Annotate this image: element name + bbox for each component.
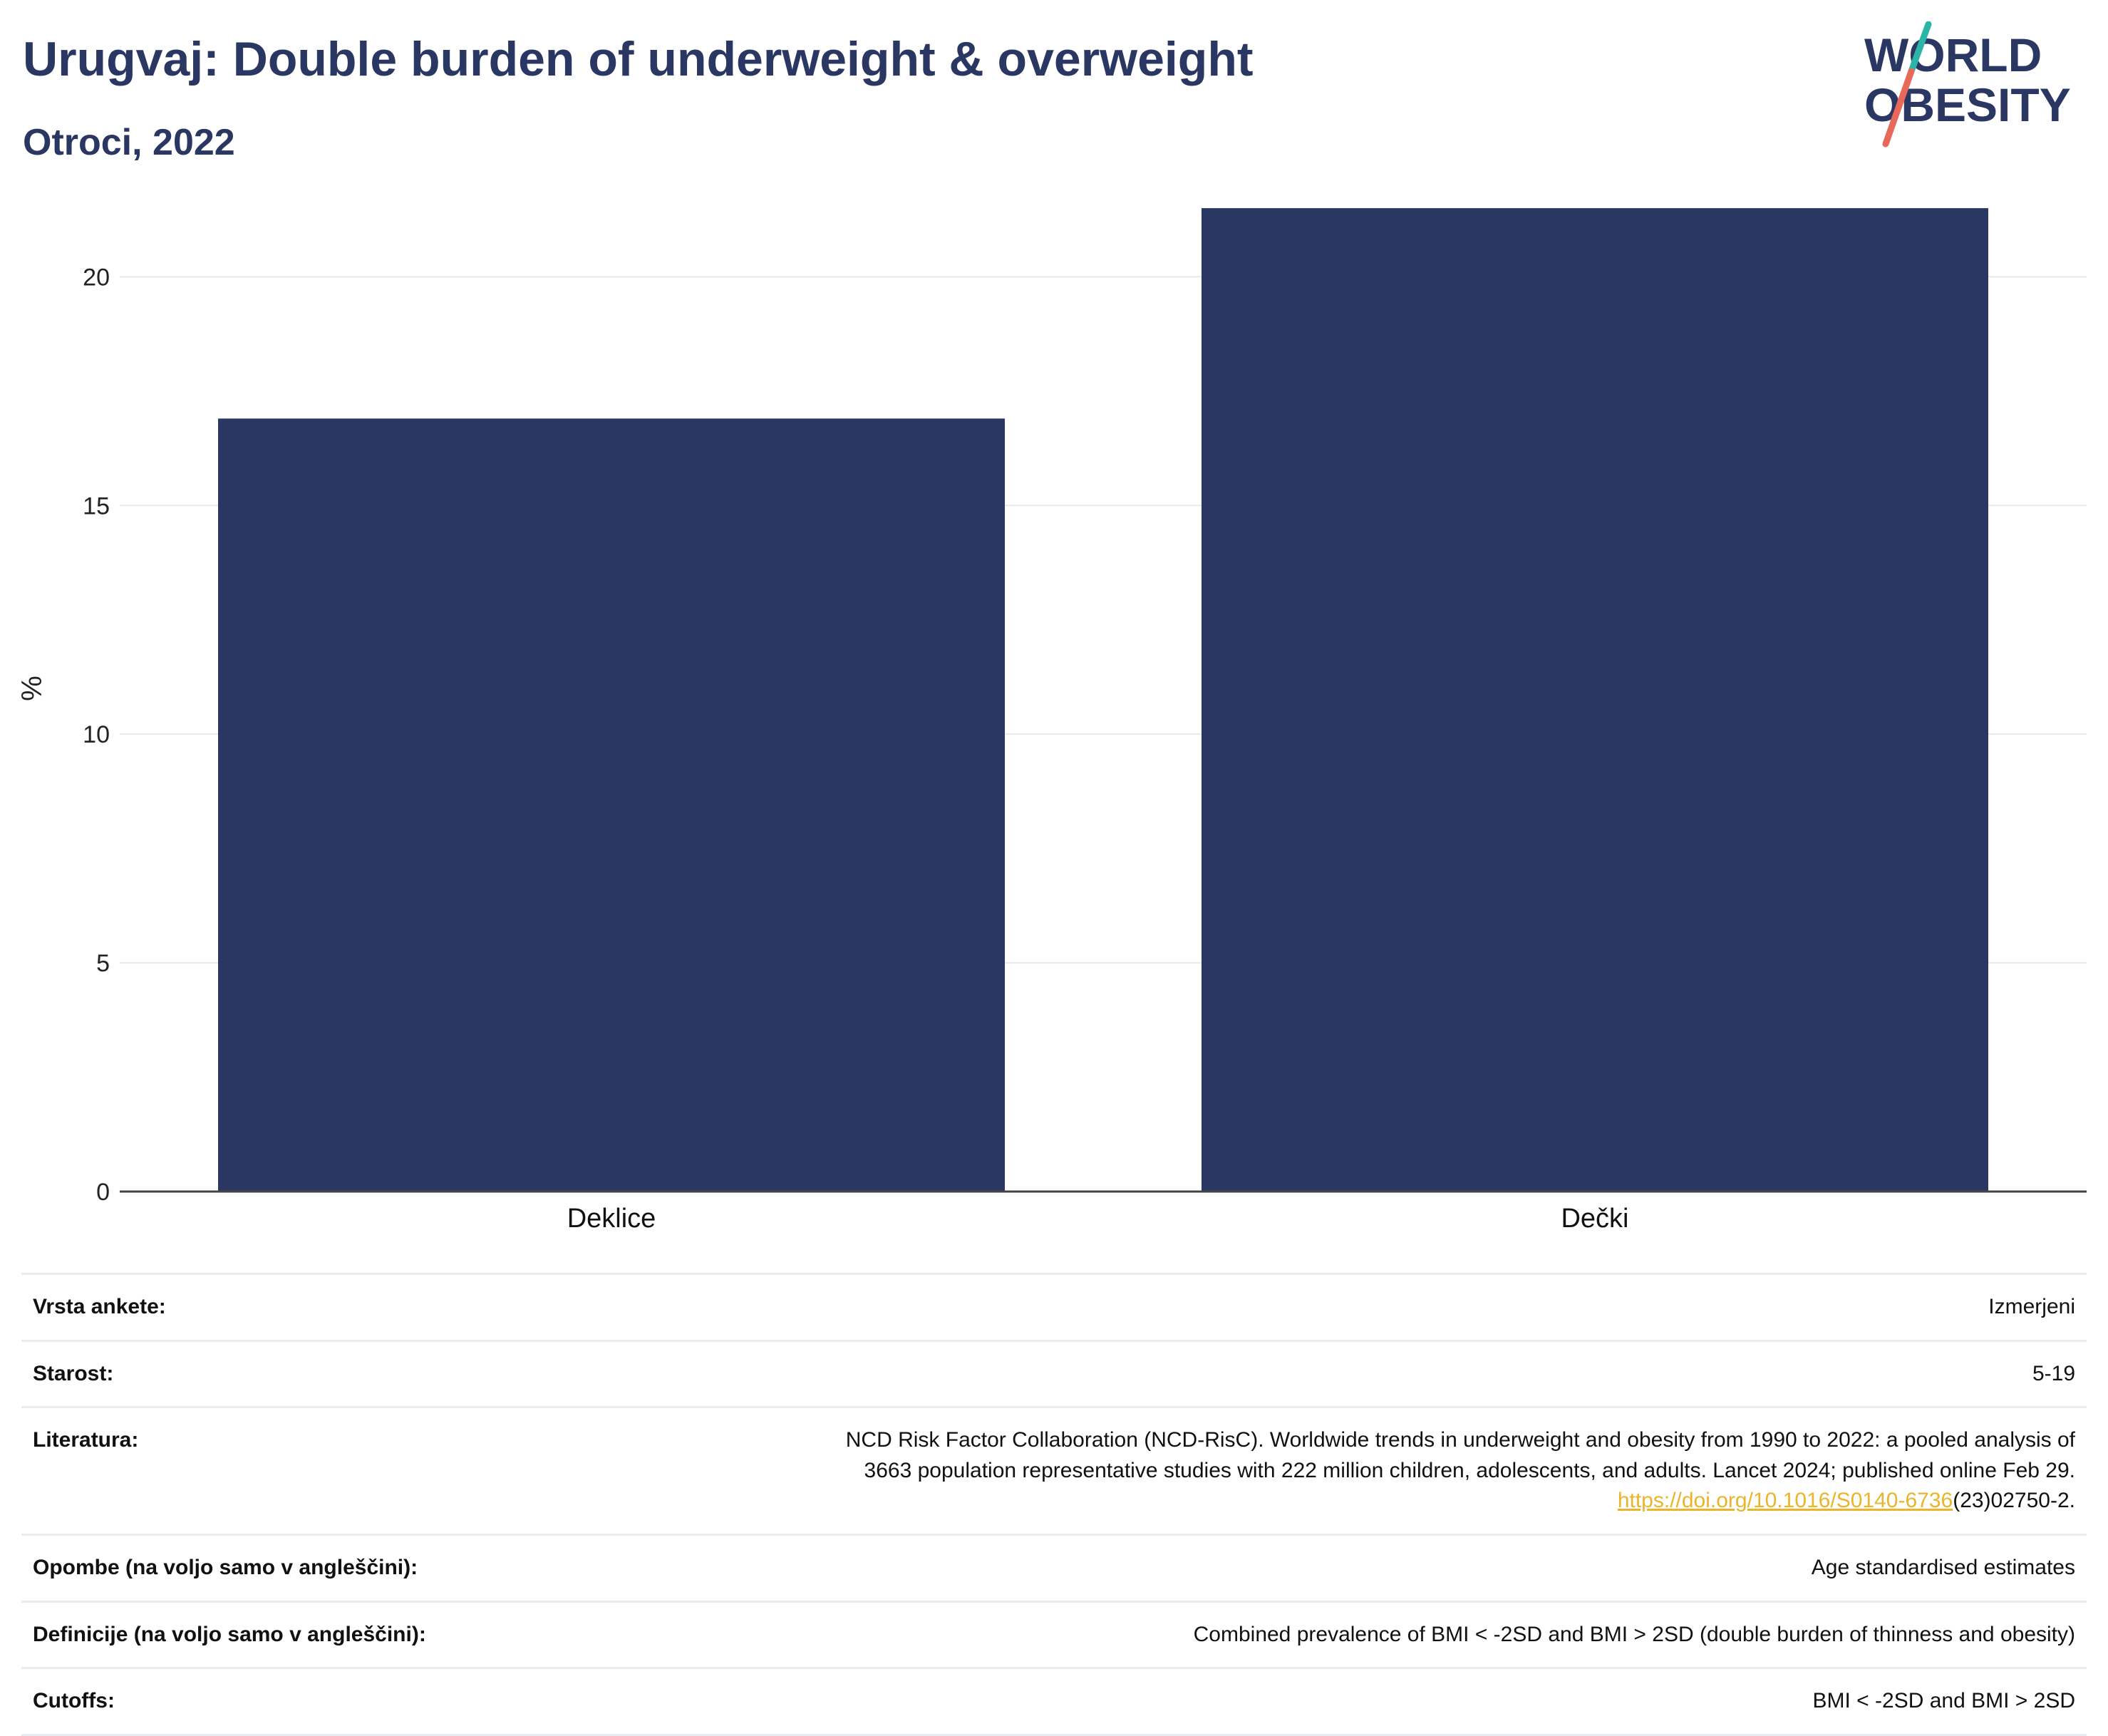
- logo-slash-bottom: [1882, 68, 1915, 148]
- info-value: 5-19: [2032, 1361, 2075, 1385]
- y-tick-label: 10: [83, 721, 110, 748]
- x-tick-label: Deklice: [567, 1204, 656, 1234]
- y-axis-label: %: [16, 676, 48, 701]
- info-value: Age standardised estimates: [1811, 1555, 2075, 1579]
- info-row-definitions: Definicije (na voljo samo v angleščini):…: [21, 1601, 2087, 1668]
- literature-line-3: https://doi.org/10.1016/S0140-6736(23)02…: [548, 1486, 2075, 1517]
- info-row-notes: Opombe (na voljo samo v angleščini): Age…: [21, 1534, 2087, 1601]
- literature-line-1: NCD Risk Factor Collaboration (NCD-RisC)…: [845, 1428, 2075, 1452]
- y-tick-label: 5: [96, 950, 110, 977]
- world-obesity-logo: WORLD OBESITY: [1864, 21, 2071, 148]
- info-table: Vrsta ankete: Izmerjeni Starost: 5-19 Li…: [21, 1273, 2087, 1736]
- doi-suffix: (23)02750-2.: [1953, 1489, 2075, 1513]
- bar-chart: 0 5 10 15 20 Deklice Dečki %: [16, 208, 2087, 1234]
- info-row-age: Starost: 5-19: [21, 1340, 2087, 1407]
- info-value: Combined prevalence of BMI < -2SD and BM…: [1193, 1622, 2075, 1646]
- logo-line1: WORLD: [1864, 29, 2042, 81]
- chart-title: Urugvaj: Double burden of underweight & …: [23, 32, 1254, 86]
- bar[interactable]: [218, 418, 1005, 1192]
- bar[interactable]: [1202, 208, 1988, 1192]
- logo-slash-top: [1908, 21, 1932, 75]
- info-key: Starost:: [33, 1361, 114, 1385]
- info-key: Literatura:: [33, 1428, 139, 1452]
- y-tick-label: 0: [96, 1179, 110, 1206]
- info-row-cutoffs: Cutoffs: BMI < -2SD and BMI > 2SD: [21, 1668, 2087, 1735]
- y-tick-label: 20: [83, 264, 110, 291]
- info-row-survey-type: Vrsta ankete: Izmerjeni: [21, 1273, 2087, 1341]
- y-tick-label: 15: [83, 492, 110, 520]
- axes: 0 5 10 15 20 Deklice Dečki: [83, 264, 2087, 1234]
- info-key: Vrsta ankete:: [33, 1295, 166, 1318]
- x-tick-label: Dečki: [1561, 1204, 1628, 1234]
- bars: [218, 208, 1988, 1192]
- info-key: Cutoffs:: [33, 1689, 115, 1713]
- info-key: Opombe (na voljo samo v angleščini):: [33, 1555, 418, 1579]
- literature-line-2: 3663 population representative studies w…: [864, 1458, 2075, 1482]
- info-row-literature: Literatura: NCD Risk Factor Collaboratio…: [21, 1407, 2087, 1535]
- chart-subtitle: Otroci, 2022: [23, 122, 235, 163]
- info-key: Definicije (na voljo samo v angleščini):: [33, 1622, 426, 1646]
- info-value: Izmerjeni: [1988, 1295, 2075, 1318]
- doi-link[interactable]: https://doi.org/10.1016/S0140-6736: [1617, 1489, 1953, 1513]
- info-value: NCD Risk Factor Collaboration (NCD-RisC)…: [537, 1407, 2087, 1535]
- info-value: BMI < -2SD and BMI > 2SD: [1812, 1689, 2075, 1713]
